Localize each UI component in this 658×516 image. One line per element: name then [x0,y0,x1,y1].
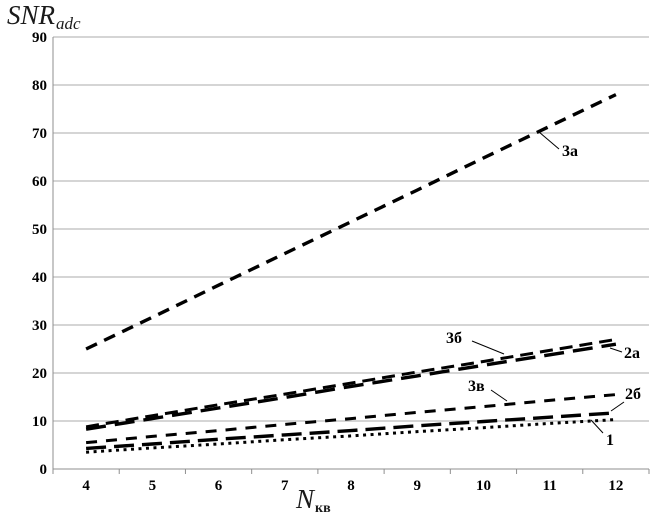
series-label-2a: 2a [624,345,640,362]
series-line-3б [85,337,617,429]
series-line-2a [85,342,617,431]
series-line-1 [86,418,616,454]
y-tick-label: 20 [32,366,47,382]
chart-title-main: SNR [7,0,56,30]
x-tick-label: 4 [82,478,90,494]
series-label-1: 1 [606,432,614,449]
x-axis-label-main: N [296,484,315,514]
chart-title-sub: adc [56,14,81,33]
series-line-3в [85,393,617,445]
callout-leader-3б [471,340,505,355]
x-tick-label: 10 [476,478,491,494]
callout-leader-3в [490,389,508,402]
y-tick-label: 70 [32,126,47,142]
callout-leader-2a [609,347,623,353]
y-tick-label: 50 [32,222,47,238]
x-tick-label: 8 [347,478,355,494]
y-tick-label: 90 [32,30,47,46]
series-label-3в: 3в [468,378,485,395]
y-tick-label: 0 [40,462,48,478]
chart-title: SNRadc [7,0,81,33]
y-tick-label: 80 [32,78,47,94]
y-tick-label: 40 [32,270,47,286]
x-tick-label: 11 [543,478,557,494]
x-tick-label: 9 [413,478,421,494]
callout-leader-2б [610,401,625,412]
series-label-2б: 2б [625,386,641,403]
y-tick-label: 10 [32,414,47,430]
x-tick-label: 7 [281,478,289,494]
series-line-2б [85,411,617,451]
y-tick-label: 60 [32,174,47,190]
series-label-3a: 3a [562,143,578,160]
y-tick-label: 30 [32,318,47,334]
x-tick-label: 6 [215,478,223,494]
x-tick-label: 12 [608,478,623,494]
series-label-3б: 3б [446,330,462,347]
x-axis-label: Nкв [296,484,331,516]
series-line-3a [85,93,617,351]
callout-leader-1 [590,419,604,434]
x-tick-label: 5 [149,478,157,494]
callout-leader-3a [538,131,560,150]
x-axis-label-sub: кв [315,501,331,516]
